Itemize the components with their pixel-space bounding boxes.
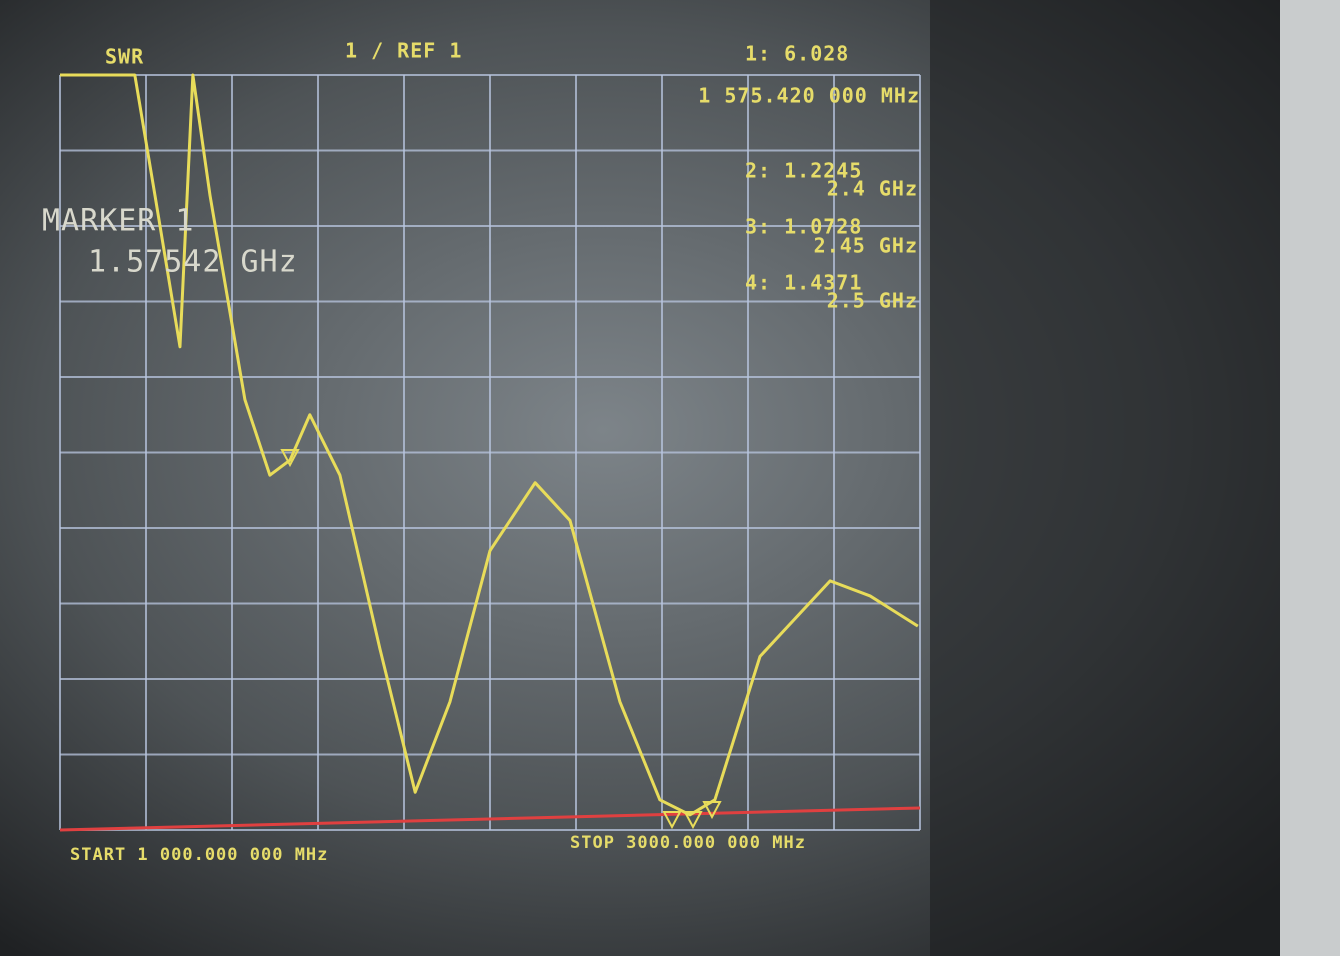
marker-symbol: [683, 811, 703, 830]
trace: [60, 73, 919, 817]
marker-freq: 1 575.420 000 MHz: [698, 84, 920, 108]
marker-readout: 2: 1.2245: [745, 159, 862, 183]
scale-label: 1 / REF 1: [345, 39, 462, 63]
marker-symbol: [702, 801, 722, 820]
marker-readout: 3: 1.0728: [745, 215, 862, 239]
active-marker: MARKER 1: [42, 204, 195, 239]
marker-readout: 1: 6.028: [745, 42, 849, 66]
plot: [59, 73, 921, 832]
side-panel: [930, 0, 1280, 956]
reference-line: [59, 806, 921, 832]
format-label: SWR: [105, 45, 144, 69]
stop-label: STOP 3000.000 000 MHz: [570, 833, 806, 853]
marker-freq: 2.45 GHz: [814, 234, 918, 258]
active-marker-freq: 1.57542 GHz: [88, 245, 298, 280]
bezel: [1280, 0, 1340, 956]
marker-freq: 2.5 GHz: [827, 289, 918, 313]
marker-symbol: [662, 811, 682, 830]
start-label: START 1 000.000 000 MHz: [70, 845, 328, 865]
marker-symbol: [280, 449, 300, 468]
marker-readout: 4: 1.4371: [745, 271, 862, 295]
marker-freq: 2.4 GHz: [827, 177, 918, 201]
